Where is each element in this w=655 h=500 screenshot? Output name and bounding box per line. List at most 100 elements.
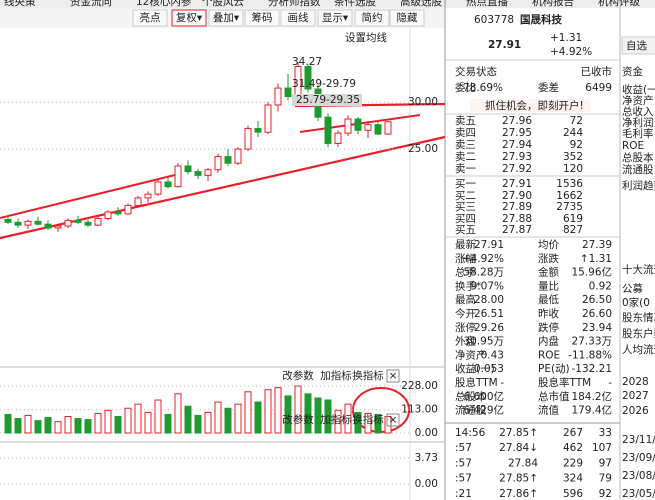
stat-value: 26.50 [582, 294, 612, 306]
order-book-price: 27.87 [502, 224, 532, 236]
indicator-tool[interactable]: 加指标 [320, 369, 352, 382]
chart-setting[interactable]: 设置均线 [345, 31, 387, 44]
indicator-tool[interactable]: 换指标 [352, 369, 384, 382]
stat-value: 30.95万 [463, 336, 504, 348]
tick-time: :57 [455, 457, 472, 469]
order-book-volume: 827 [563, 224, 583, 236]
toolbar-button-bg[interactable] [171, 9, 207, 27]
top-tab[interactable]: 机构报告 [532, 0, 574, 8]
top-tab[interactable]: 资金流向 [70, 0, 112, 8]
top-tab[interactable]: 热点直播 [466, 0, 508, 8]
close-box[interactable] [386, 369, 400, 383]
y-tick-label: 0.00 [415, 478, 438, 490]
indicator-tool[interactable]: 改参数 [282, 413, 314, 426]
toolbar-button-bg[interactable] [280, 9, 316, 27]
tick-volume: 596 [563, 488, 583, 500]
stat-label: 涨停 [455, 321, 476, 334]
order-book-label: 卖五 [455, 115, 476, 127]
stat-label: 最高 [455, 293, 476, 306]
toolbar-button[interactable]: 复权▾ [176, 11, 203, 24]
stat-value: 27.91 [474, 239, 504, 251]
candle-body [204, 169, 212, 176]
chart-annotation: 31.49-29.79 [292, 78, 356, 90]
volume-bar [84, 419, 92, 434]
tick-price: 27.85↑ [499, 427, 538, 439]
side-item: 23/09/0 [622, 452, 655, 464]
stat-label: 昨收 [538, 307, 559, 320]
order-book-volume: 120 [563, 163, 583, 175]
candle-body [4, 218, 12, 223]
order-ratio: 委比 [455, 81, 476, 94]
top-tab[interactable]: 分析师指数 [268, 0, 321, 8]
top-tab[interactable]: 12核心内参 [136, 0, 192, 8]
ad-bg[interactable] [470, 99, 590, 112]
stat-value: 0.92 [589, 280, 612, 292]
side-item: 总收入 [622, 105, 654, 118]
stock-change-pct: +4.92% [550, 46, 592, 58]
toolbar-button[interactable]: 叠加▾ [213, 12, 240, 24]
side-item: 资金 [622, 65, 643, 78]
toolbar-button-bg[interactable] [132, 9, 168, 27]
side-item: 0家(0 [622, 296, 650, 309]
indicator-tool[interactable]: × [389, 414, 398, 426]
side-item: 净利润 [622, 116, 654, 129]
close-box[interactable] [386, 413, 400, 427]
order-book-price: 27.89 [502, 201, 532, 213]
order-book-volume: 92 [570, 139, 583, 151]
candle-body [124, 204, 132, 215]
indicator-tool[interactable]: 换指标 [352, 413, 384, 426]
top-tab[interactable]: 线央策 [4, 0, 36, 8]
toolbar-button[interactable]: 显示▾ [322, 12, 349, 24]
volume-bar [344, 403, 352, 434]
indicator-tool[interactable]: 改参数 [282, 369, 314, 382]
tick-time: :21 [455, 488, 472, 500]
toolbar-button[interactable]: 简约 [362, 11, 383, 24]
order-book-volume: 72 [570, 115, 583, 127]
indicator-tool[interactable]: 加指标 [320, 413, 352, 426]
stat-value: 26.60 [582, 308, 612, 320]
stat-value: - [500, 377, 504, 389]
volume-bar [54, 421, 62, 434]
indicator-tool[interactable]: × [389, 370, 398, 382]
top-tab[interactable]: 高级选股 [400, 0, 442, 8]
toolbar-button[interactable]: 画线 [288, 11, 309, 24]
ad-banner[interactable]: 抓住机会，即刻开户! [485, 99, 584, 112]
volume-bar [44, 417, 52, 434]
toolbar-button[interactable]: 隐藏 [397, 12, 418, 24]
candle-body [344, 118, 352, 134]
stat-value: 23.94 [582, 322, 612, 334]
stat-label: 涨幅 [455, 252, 476, 265]
toolbar-button[interactable]: 亮点 [140, 11, 161, 24]
chart-annotation: 34.27 [292, 56, 322, 68]
y-tick-label: 228.00 [401, 380, 438, 392]
side-item: 股东户数 [622, 327, 655, 340]
top-tab[interactable]: 个股风云 [202, 0, 244, 8]
stat-label: 股息TTM [455, 376, 498, 389]
stat-label: 量比 [538, 279, 559, 292]
top-tab[interactable]: 机构评级 [598, 0, 640, 8]
toolbar-button-bg[interactable] [208, 9, 244, 27]
top-tab[interactable]: 条件选股 [334, 0, 376, 8]
volume-bar [324, 399, 332, 434]
volume-bar [354, 411, 362, 434]
toolbar-button-bg[interactable] [244, 9, 280, 27]
side-button-bg[interactable] [621, 36, 655, 55]
side-item: 23/11/1 [622, 434, 655, 446]
side-item: 收益(一 [622, 83, 655, 96]
stat-value: 0.43 [481, 349, 504, 361]
toolbar-button-bg[interactable] [317, 9, 353, 27]
side-item: 流通股 [622, 163, 654, 176]
stat-value: 15.96亿 [571, 266, 612, 279]
volume-bar [194, 414, 202, 434]
side-button[interactable]: 自选 [626, 39, 647, 52]
stock-code: 603778 [474, 14, 514, 26]
toolbar-button-bg[interactable] [389, 9, 425, 27]
tick-volume: 462 [563, 442, 583, 454]
candle-body [254, 127, 262, 133]
toolbar-button-bg[interactable] [354, 9, 390, 27]
stat-value: -132.21 [571, 363, 612, 375]
trend-line [0, 174, 176, 219]
toolbar-button[interactable]: 筹码 [252, 11, 273, 24]
volume-bar [124, 407, 132, 434]
order-book-price: 27.88 [502, 213, 532, 225]
